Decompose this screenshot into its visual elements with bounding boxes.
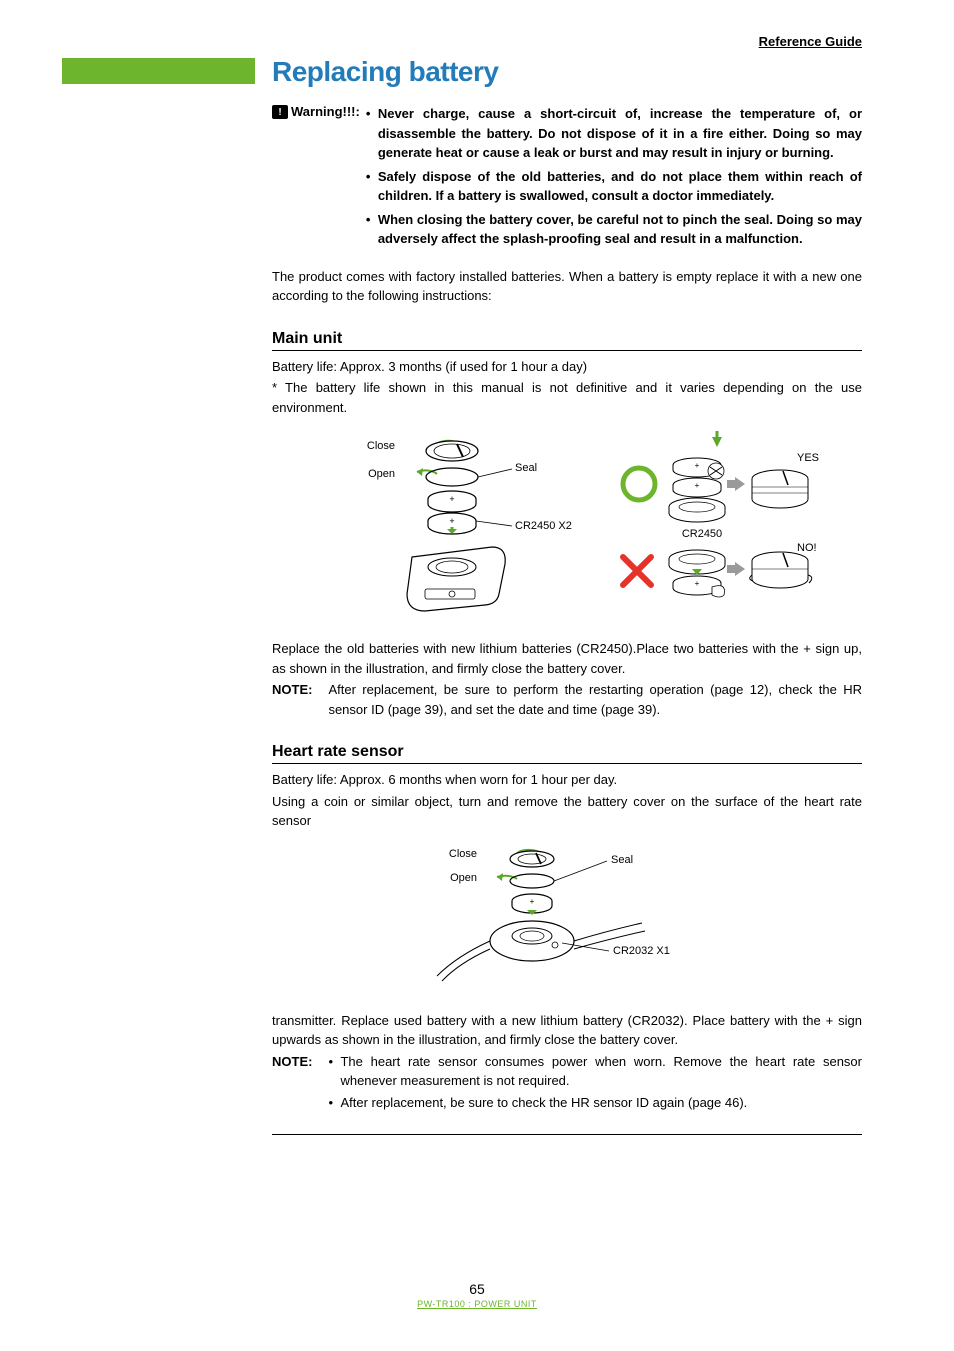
warning-bullet: Safely dispose of the old batteries, and…: [366, 167, 862, 206]
note-label: NOTE:: [272, 1052, 312, 1115]
label-battery: CR2450 X2: [515, 520, 572, 532]
label-close: Close: [367, 440, 395, 452]
hr-label-close: Close: [449, 848, 477, 860]
main-unit-note: NOTE: After replacement, be sure to perf…: [272, 680, 862, 719]
label-cr2450: CR2450: [682, 528, 722, 540]
svg-text:+: +: [695, 461, 700, 470]
section-end-rule: [272, 1134, 862, 1135]
footer-model-link[interactable]: PW-TR100 : POWER UNIT: [0, 1299, 954, 1309]
section-accent-block: [62, 58, 255, 84]
content-area: ! Warning!!!: Never charge, cause a shor…: [272, 104, 862, 1135]
svg-text:+: +: [449, 516, 454, 526]
hr-post-text: transmitter. Replace used battery with a…: [272, 1011, 862, 1050]
label-yes: YES: [797, 452, 819, 464]
label-seal: Seal: [515, 462, 537, 474]
page-footer: 65 PW-TR100 : POWER UNIT: [0, 1281, 954, 1309]
page-number: 65: [0, 1281, 954, 1297]
svg-text:+: +: [695, 579, 700, 588]
main-unit-battery-life: Battery life: Approx. 3 months (if used …: [272, 357, 862, 377]
warning-bullets: Never charge, cause a short-circuit of, …: [366, 104, 862, 253]
note-text: After replacement, be sure to perform th…: [328, 680, 862, 719]
main-unit-disclaimer: * The battery life shown in this manual …: [272, 378, 862, 417]
hr-battery-life: Battery life: Approx. 6 months when worn…: [272, 770, 862, 790]
warning-icon: !: [272, 105, 288, 119]
hr-note: NOTE: The heart rate sensor consumes pow…: [272, 1052, 862, 1115]
svg-text:+: +: [449, 494, 454, 504]
label-open: Open: [368, 468, 395, 480]
hr-intro: Using a coin or similar object, turn and…: [272, 792, 862, 831]
svg-text:+: +: [695, 481, 700, 490]
svg-text:+: +: [530, 897, 535, 906]
warning-bullet: Never charge, cause a short-circuit of, …: [366, 104, 862, 163]
hr-label-battery: CR2032 X1: [613, 945, 670, 957]
hr-sensor-diagram: Close Open Seal + CR2032 X1: [387, 841, 747, 991]
main-unit-replace-text: Replace the old batteries with new lithi…: [272, 639, 862, 678]
reference-guide-link[interactable]: Reference Guide: [759, 34, 862, 49]
intro-paragraph: The product comes with factory installed…: [272, 267, 862, 306]
warning-label: Warning!!!:: [291, 104, 360, 119]
main-unit-diagram: Close Open Seal + + CR2450 X2: [307, 429, 827, 619]
note-label: NOTE:: [272, 680, 312, 719]
hr-label-seal: Seal: [611, 854, 633, 866]
warning-block: ! Warning!!!: Never charge, cause a shor…: [272, 104, 862, 253]
warning-bullet: When closing the battery cover, be caref…: [366, 210, 862, 249]
main-unit-title: Main unit: [272, 330, 862, 351]
hr-label-open: Open: [450, 872, 477, 884]
label-no: NO!: [797, 542, 817, 554]
page-title: Replacing battery: [272, 56, 498, 88]
hr-note-bullets: The heart rate sensor consumes power whe…: [328, 1052, 862, 1115]
hr-sensor-title: Heart rate sensor: [272, 743, 862, 764]
hr-note-bullet: The heart rate sensor consumes power whe…: [328, 1052, 862, 1091]
hr-note-bullet: After replacement, be sure to check the …: [328, 1093, 862, 1113]
